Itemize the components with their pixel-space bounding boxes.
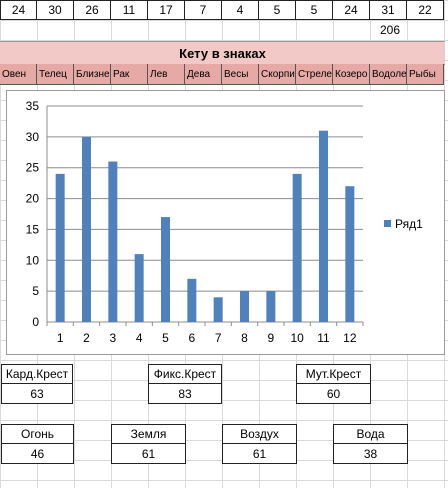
x-tick-label: 6: [188, 331, 195, 345]
number-cell[interactable]: 31: [370, 0, 407, 20]
air-box: Воздух 61: [222, 424, 297, 464]
legend-swatch: [384, 220, 391, 227]
air-label[interactable]: Воздух: [222, 424, 297, 444]
sign-cell[interactable]: Весы: [222, 64, 259, 85]
x-tick-label: 5: [162, 331, 169, 345]
bar: [187, 278, 197, 322]
x-tick-label: 2: [83, 331, 90, 345]
sign-cell[interactable]: Дева: [185, 64, 222, 85]
total-cell[interactable]: 206: [379, 23, 401, 37]
sign-cell[interactable]: Лев: [148, 64, 185, 85]
sign-cell[interactable]: Козеро: [333, 64, 370, 85]
earth-box: Земля 61: [111, 424, 186, 464]
number-cell[interactable]: 17: [148, 0, 185, 20]
fixed-cross-label[interactable]: Фикс.Крест: [148, 364, 222, 384]
number-cell[interactable]: 26: [74, 0, 111, 20]
y-tick-label: 30: [26, 130, 40, 144]
earth-value[interactable]: 61: [111, 444, 186, 464]
signs-row: Овен Телец Близне Рак Лев Дева Весы Скор…: [0, 64, 444, 85]
sign-cell[interactable]: Скорпи: [259, 64, 296, 85]
sign-cell[interactable]: Рак: [111, 64, 148, 85]
card-cross-label[interactable]: Кард.Крест: [1, 364, 73, 384]
fixed-cross-value[interactable]: 83: [148, 384, 222, 404]
y-tick-label: 5: [32, 284, 39, 298]
number-cell[interactable]: 24: [0, 0, 37, 20]
x-tick-label: 4: [136, 331, 143, 345]
x-tick-label: 11: [317, 331, 330, 345]
bar: [266, 291, 276, 322]
number-cell[interactable]: 5: [296, 0, 333, 20]
legend-label: Ряд1: [395, 217, 423, 231]
y-tick-label: 10: [26, 253, 40, 267]
number-cell[interactable]: 11: [111, 0, 148, 20]
mutable-cross-label[interactable]: Мут.Крест: [296, 364, 371, 384]
y-tick-label: 25: [26, 161, 40, 175]
bar-chart[interactable]: 0 5 10 15 20 25 30 35 1 2 3 4 5 6 7 8 9 10 11 12 Ряд1: [6, 90, 445, 355]
bar: [161, 217, 170, 322]
air-value[interactable]: 61: [222, 444, 297, 464]
mutable-cross-value[interactable]: 60: [296, 384, 371, 404]
x-tick-label: 9: [267, 331, 274, 345]
bar: [345, 186, 355, 322]
bar: [292, 173, 302, 322]
fire-label[interactable]: Огонь: [1, 424, 74, 444]
bar: [108, 161, 118, 322]
number-cell[interactable]: 5: [259, 0, 296, 20]
water-label[interactable]: Вода: [333, 424, 408, 444]
y-tick-label: 15: [26, 222, 40, 236]
sign-cell[interactable]: Овен: [0, 64, 37, 85]
x-tick-label: 10: [290, 331, 304, 345]
bar: [240, 291, 249, 322]
mutable-cross-box: Мут.Крест 60: [296, 364, 371, 404]
x-tick-label: 12: [343, 331, 357, 345]
x-tick-label: 3: [109, 331, 116, 345]
x-tick-label: 1: [57, 331, 64, 345]
number-cell[interactable]: 30: [37, 0, 74, 20]
number-cell[interactable]: 7: [185, 0, 222, 20]
water-value[interactable]: 38: [333, 444, 408, 464]
x-tick-label: 8: [241, 331, 248, 345]
x-tick-label: 7: [215, 331, 222, 345]
sign-cell[interactable]: Водоле: [370, 64, 407, 85]
sign-cell[interactable]: Телец: [37, 64, 74, 85]
fire-value[interactable]: 46: [1, 444, 74, 464]
bar: [134, 254, 144, 322]
y-tick-label: 20: [26, 192, 40, 206]
number-cell[interactable]: 24: [333, 0, 370, 20]
bar: [319, 130, 328, 322]
fixed-cross-box: Фикс.Крест 83: [148, 364, 222, 404]
bar: [55, 173, 65, 322]
y-tick-label: 0: [32, 315, 39, 329]
number-cell[interactable]: 4: [222, 0, 259, 20]
y-tick-label: 35: [26, 99, 40, 113]
number-cell[interactable]: 22: [407, 0, 444, 20]
bar: [213, 297, 223, 322]
sign-cell[interactable]: Близне: [74, 64, 111, 85]
earth-label[interactable]: Земля: [111, 424, 186, 444]
numbers-row: 24 30 26 11 17 7 4 5 5 24 31 22: [0, 0, 444, 20]
card-cross-box: Кард.Крест 63: [1, 364, 73, 404]
fire-box: Огонь 46: [1, 424, 74, 464]
sign-cell[interactable]: Рыбы: [407, 64, 444, 85]
banner-title[interactable]: Кету в знаках: [0, 41, 445, 65]
water-box: Вода 38: [333, 424, 408, 464]
card-cross-value[interactable]: 63: [1, 384, 73, 404]
sign-cell[interactable]: Стреле: [296, 64, 333, 85]
bar: [82, 136, 91, 322]
